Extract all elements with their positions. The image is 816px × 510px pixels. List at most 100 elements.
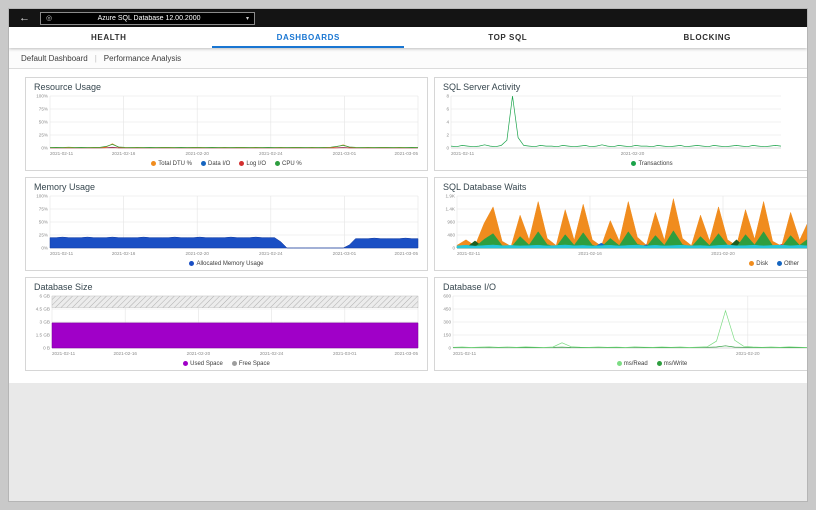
svg-text:2021-03-05: 2021-03-05 [395,351,419,356]
svg-text:2021-03-05: 2021-03-05 [395,151,419,156]
svg-text:2021-02-24: 2021-02-24 [259,151,283,156]
chart-resource-usage[interactable]: 0% 25% 50% 75% 100% 2021-02-11 2021-02-16 2021-… [30,93,423,157]
tab-health[interactable]: HEALTH [91,33,127,42]
svg-text:0 B: 0 B [43,346,50,351]
top-bar: ← ◎ Azure SQL Database 12.00.2000 ▾ [9,9,807,27]
panel-sql-database-waits: SQL Database Waits 0 480 960 1.4K 1.9K 2021-0… [434,177,807,271]
chart-sql-database-waits[interactable]: 0 480 960 1.4K 1.9K 2021-02-11 2021-02-16 2021-… [439,193,807,257]
chart-database-size[interactable]: 0 B 1.5 GB 3 GB 4.5 GB 6 GB 2021-02-11 2021-02… [30,293,423,357]
panel-body: 0 480 960 1.4K 1.9K 2021-02-11 2021-02-16 2021-… [435,193,807,270]
legend-dot [183,361,189,366]
svg-text:2021-03-01: 2021-03-01 [333,351,357,356]
svg-text:2021-02-20: 2021-02-20 [621,151,645,156]
legend-item[interactable]: ms/Read [616,361,648,367]
panel-resource-usage: Resource Usage 0% 25% 50% 75% 100% 2021-02-11… [25,77,428,171]
legend-dot [656,361,662,366]
svg-text:2021-02-16: 2021-02-16 [578,251,602,256]
panel-title: SQL Database Waits [443,182,527,192]
svg-text:600: 600 [443,294,451,299]
panel-title: Memory Usage [34,182,96,192]
svg-text:2021-02-11: 2021-02-11 [50,151,74,156]
legend-item[interactable]: CPU % [275,161,302,167]
svg-text:6 GB: 6 GB [40,294,50,299]
tab-dashboards[interactable]: DASHBOARDS [209,27,409,48]
app-window: ← ◎ Azure SQL Database 12.00.2000 ▾ HEAL… [8,8,808,502]
panel-title: Resource Usage [34,82,102,92]
tab-top-sql[interactable]: TOP SQL [488,33,528,42]
tab-bar: HEALTH DASHBOARDS TOP SQL BLOCKING [9,27,807,48]
legend-item[interactable]: Disk [749,261,768,267]
svg-text:2021-02-16: 2021-02-16 [112,151,136,156]
chart-transactions[interactable]: 0 2 4 6 8 2021-02-11 2021-02-20 [439,93,807,157]
svg-text:2021-02-16: 2021-02-16 [113,351,137,356]
svg-text:2021-02-11: 2021-02-11 [52,351,76,356]
svg-text:2021-03-01: 2021-03-01 [333,151,357,156]
legend-item[interactable]: Free Space [231,361,270,367]
legend-item[interactable]: Used Space [183,361,223,367]
panel-title: Database I/O [443,282,497,292]
panel-title: Database Size [34,282,93,292]
legend-item[interactable]: Log I/O [239,161,266,167]
svg-text:2021-02-16: 2021-02-16 [112,251,136,256]
svg-text:450: 450 [443,307,451,312]
svg-text:0: 0 [446,146,449,151]
svg-text:2: 2 [446,133,449,138]
breadcrumb-item-performance-analysis[interactable]: Performance Analysis [103,53,182,63]
chart-memory-usage[interactable]: 0% 25% 50% 75% 100% 2021-02-11 2021-02-16 2021-… [30,193,423,257]
svg-text:2021-02-20: 2021-02-20 [736,351,760,356]
target-selector-value: Azure SQL Database 12.00.2000 [97,14,201,22]
svg-text:75%: 75% [39,107,48,112]
svg-text:1.9K: 1.9K [446,194,456,199]
svg-text:1.5 GB: 1.5 GB [36,333,50,338]
svg-text:2021-02-24: 2021-02-24 [259,251,283,256]
chart-wrap-sql-database-waits: 0 480 960 1.4K 1.9K 2021-02-11 2021-02-16 2021-… [439,193,807,270]
panel-body: 0 B 1.5 GB 3 GB 4.5 GB 6 GB 2021-02-11 2021-02… [26,293,427,370]
chart-wrap-transactions: 0 2 4 6 8 2021-02-11 2021-02-20 Transactions [439,93,807,170]
breadcrumb-item-default-dashboard[interactable]: Default Dashboard [21,53,88,63]
content-area: Resource Usage 0% 25% 50% 75% 100% 2021-02-11… [9,69,807,501]
svg-text:8: 8 [446,94,449,99]
panel-body: 0 150 300 450 600 2021-02-11 2021-02-20 ms/Read… [435,293,807,370]
chart-legend: ms/Read ms/Write [439,357,807,370]
svg-text:6: 6 [446,107,449,112]
legend-dot [151,161,157,166]
svg-text:150: 150 [443,333,451,338]
legend-item[interactable]: Allocated Memory Usage [189,261,264,267]
chart-legend: Allocated Memory Usage [30,257,423,270]
target-icon: ◎ [46,15,53,22]
panel-title: SQL Server Activity [443,82,521,92]
legend-dot [231,361,237,366]
svg-text:2021-02-11: 2021-02-11 [457,251,481,256]
panel-body: 0% 25% 50% 75% 100% 2021-02-11 2021-02-16 2021-… [26,193,427,270]
svg-text:25%: 25% [39,233,48,238]
svg-text:2021-02-24: 2021-02-24 [260,351,284,356]
dashboard-grid: Resource Usage 0% 25% 50% 75% 100% 2021-02-11… [25,77,807,371]
chart-legend: Transactions [439,157,807,170]
svg-text:300: 300 [443,320,451,325]
chart-wrap-resource-usage: 0% 25% 50% 75% 100% 2021-02-11 2021-02-16 2021-… [30,93,423,170]
back-button[interactable]: ← [19,11,30,24]
legend-dot [239,161,245,166]
legend-item[interactable]: ms/Write [656,361,687,367]
chart-wrap-database-size: 0 B 1.5 GB 3 GB 4.5 GB 6 GB 2021-02-11 2021-02… [30,293,423,370]
breadcrumb: Default Dashboard | Performance Analysis [9,48,807,69]
legend-item[interactable]: Data I/O [200,161,230,167]
svg-text:0: 0 [452,246,455,251]
target-selector[interactable]: ◎ Azure SQL Database 12.00.2000 ▾ [40,11,255,25]
svg-text:2021-03-01: 2021-03-01 [333,251,357,256]
chart-legend: DiskOtherMemoryCPUNetworkBackupParalleli… [439,257,807,270]
svg-text:4.5 GB: 4.5 GB [36,307,50,312]
legend-item[interactable]: Transactions [631,161,673,167]
svg-text:4: 4 [446,120,449,125]
chart-database-io-ms[interactable]: 0 150 300 450 600 2021-02-11 2021-02-20 [439,293,807,357]
legend-item[interactable]: Total DTU % [151,161,192,167]
dashboard-surface: Resource Usage 0% 25% 50% 75% 100% 2021-02-11… [9,69,807,383]
tab-blocking[interactable]: BLOCKING [683,33,731,42]
chevron-down-icon: ▾ [245,15,249,22]
legend-item[interactable]: Other [776,261,799,267]
svg-text:2021-02-11: 2021-02-11 [453,351,477,356]
svg-text:100%: 100% [36,94,48,99]
legend-dot [200,161,206,166]
